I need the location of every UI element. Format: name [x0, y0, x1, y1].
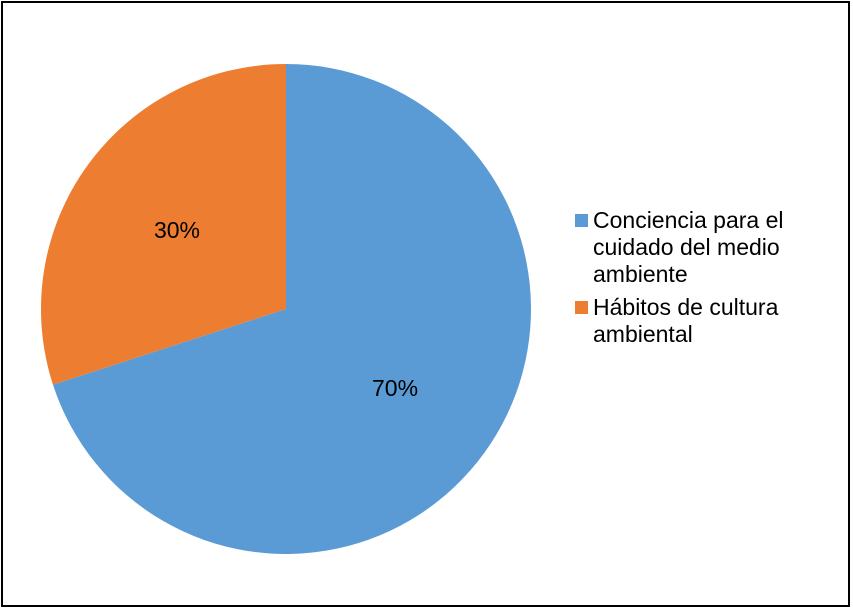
- data-label-2: 30%: [154, 217, 200, 243]
- legend: Conciencia para el cuidado del medio amb…: [575, 207, 845, 354]
- legend-label-1: Conciencia para el cuidado del medio amb…: [593, 207, 784, 287]
- pie-chart: 70% 30%: [40, 64, 531, 554]
- legend-label-2: Hábitos de cultura ambiental: [593, 294, 779, 347]
- legend-item-1: Conciencia para el cuidado del medio amb…: [575, 207, 845, 288]
- data-label-1: 70%: [372, 375, 418, 401]
- legend-swatch-2: [575, 301, 588, 314]
- legend-swatch-1: [575, 214, 588, 227]
- pie-slice-1: [52, 64, 531, 554]
- legend-item-2: Hábitos de cultura ambiental: [575, 294, 845, 348]
- pie-slice-2: [40, 64, 286, 385]
